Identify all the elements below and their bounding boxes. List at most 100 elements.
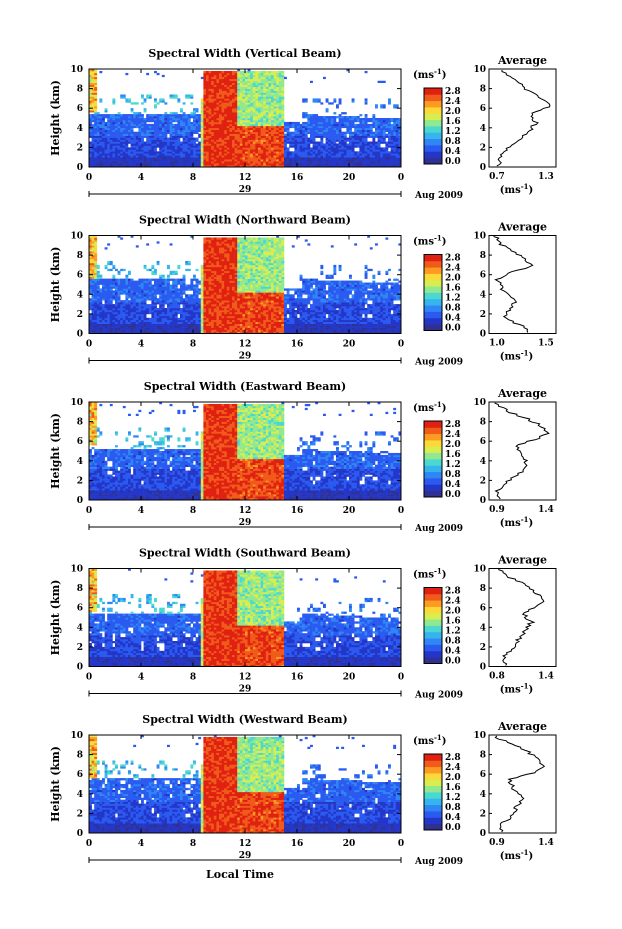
heatmap-cell [326, 159, 329, 161]
heatmap-cell [302, 159, 305, 161]
heatmap-cell [229, 71, 232, 73]
heatmap-cell [320, 147, 323, 149]
heatmap-cell [271, 110, 274, 112]
heatmap-cell [245, 147, 248, 149]
heatmap-cell [362, 132, 365, 134]
heatmap-cell [331, 140, 334, 142]
heatmap-cell [128, 157, 131, 159]
heatmap-cell [123, 324, 126, 326]
heatmap-cell [102, 161, 105, 163]
heatmap-cell [149, 96, 152, 98]
heatmap-cell [268, 94, 271, 96]
heatmap-cell [255, 143, 258, 145]
heatmap-cell [97, 288, 100, 290]
heatmap-cell [276, 118, 279, 120]
heatmap-cell [248, 120, 251, 122]
heatmap-cell [362, 161, 365, 163]
heatmap-cell [97, 112, 100, 114]
heatmap-cell [209, 75, 212, 77]
heatmap-cell [118, 310, 121, 312]
heatmap-cell [255, 122, 258, 124]
heatmap-cell [242, 112, 245, 114]
heatmap-cell [375, 142, 378, 144]
heatmap-cell [323, 132, 326, 134]
heatmap-cell [110, 326, 113, 328]
heatmap-cell [151, 285, 154, 287]
heatmap-cell [170, 138, 173, 140]
heatmap-cell [370, 128, 373, 130]
heatmap-cell [110, 328, 113, 330]
heatmap-cell [258, 147, 261, 149]
heatmap-cell [133, 126, 136, 128]
heatmap-cell [266, 71, 269, 73]
heatmap-cell [206, 140, 209, 142]
heatmap-cell [107, 316, 110, 318]
heatmap-cell [279, 153, 282, 155]
heatmap-cell [232, 108, 235, 110]
heatmap-cell [118, 138, 121, 140]
heatmap-cell [224, 151, 227, 153]
heatmap-cell [146, 126, 149, 128]
heatmap-cell [240, 136, 243, 138]
heatmap-cell [151, 308, 154, 310]
heatmap-cell [235, 149, 238, 151]
heatmap-cell [235, 143, 238, 145]
heatmap-cell [92, 124, 95, 126]
heatmap-cell [268, 77, 271, 79]
heatmap-cell [227, 77, 230, 79]
heatmap-cell [188, 116, 191, 118]
heatmap-cell [112, 330, 115, 332]
heatmap-cell [188, 130, 191, 132]
heatmap-cell [162, 114, 165, 116]
heatmap-cell [375, 106, 378, 108]
heatmap-cell [341, 159, 344, 161]
heatmap-cell [149, 322, 152, 324]
heatmap-cell [97, 134, 100, 136]
heatmap-cell [393, 151, 396, 153]
heatmap-cell [105, 279, 108, 281]
heatmap-cell [336, 149, 339, 151]
heatmap-cell [128, 126, 131, 128]
heatmap-cell [372, 159, 375, 161]
heatmap-cell [175, 130, 178, 132]
heatmap-cell [222, 140, 225, 142]
heatmap-cell [164, 296, 167, 298]
heatmap-cell [372, 120, 375, 122]
heatmap-cell [268, 116, 271, 118]
heatmap-cell [110, 288, 113, 290]
heatmap-cell [294, 128, 297, 130]
heatmap-cell [393, 136, 396, 138]
heatmap-cell [344, 151, 347, 153]
heatmap-cell [92, 300, 95, 302]
heatmap-cell [235, 142, 238, 144]
heatmap-cell [115, 310, 118, 312]
heatmap-cell [203, 91, 206, 93]
heatmap-cell [219, 132, 222, 134]
heatmap-cell [375, 122, 378, 124]
heatmap-cell [154, 304, 157, 306]
heatmap-cell [346, 140, 349, 142]
heatmap-cell [141, 296, 144, 298]
heatmap-cell [365, 126, 368, 128]
heatmap-cell [359, 138, 362, 140]
heatmap-cell [219, 98, 222, 100]
heatmap-cell [209, 85, 212, 87]
heatmap-cell [157, 286, 160, 288]
heatmap-cell [263, 151, 266, 153]
heatmap-cell [222, 130, 225, 132]
heatmap-cell [216, 71, 219, 73]
heatmap-cell [258, 96, 261, 98]
heatmap-cell [188, 143, 191, 145]
heatmap-cell [112, 151, 115, 153]
heatmap-cell [240, 122, 243, 124]
heatmap-cell [209, 163, 212, 165]
heatmap-cell [92, 247, 95, 249]
heatmap-cell [94, 94, 97, 96]
heatmap-cell [271, 85, 274, 87]
heatmap-cell [120, 118, 123, 120]
heatmap-cell [336, 140, 339, 142]
heatmap-cell [112, 128, 115, 130]
heatmap-cell [227, 85, 230, 87]
heatmap-cell [261, 132, 264, 134]
heatmap-cell [209, 79, 212, 81]
